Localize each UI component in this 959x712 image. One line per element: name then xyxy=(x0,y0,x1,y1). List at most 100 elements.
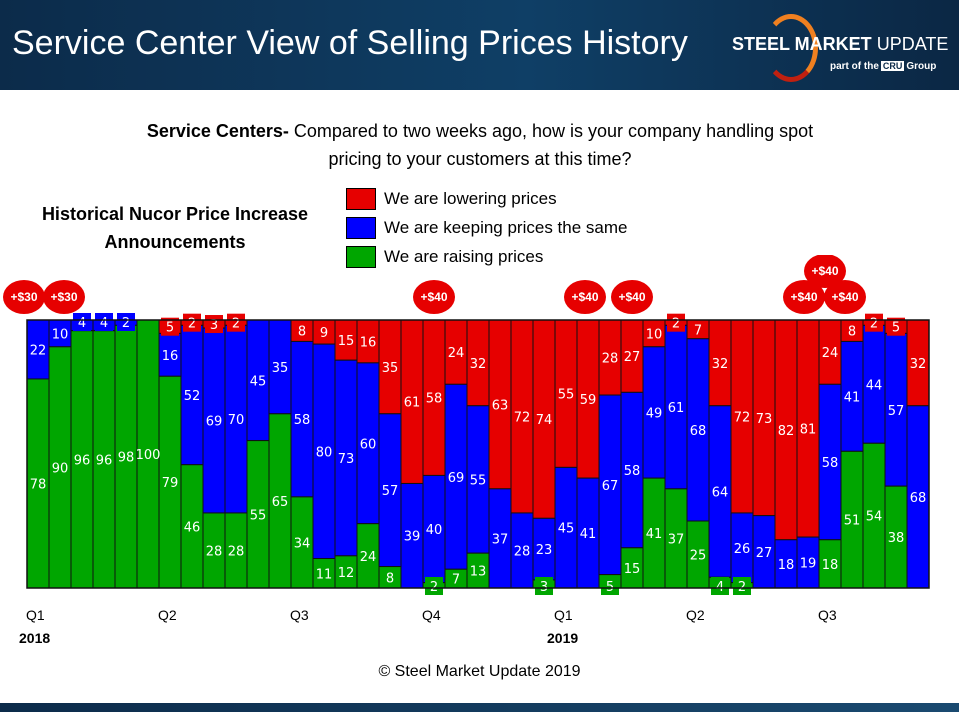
price-increase-label: +$30 xyxy=(10,290,37,304)
data-label-box xyxy=(667,313,685,332)
data-label: 57 xyxy=(888,404,905,419)
data-label: 28 xyxy=(206,544,223,559)
data-label: 57 xyxy=(382,484,399,499)
data-label: 18 xyxy=(822,558,839,573)
data-label: 26 xyxy=(734,542,751,557)
data-label: 37 xyxy=(668,532,685,547)
price-increase-badge xyxy=(564,280,606,314)
data-label: 61 xyxy=(668,401,685,416)
data-label: 45 xyxy=(558,522,575,537)
data-label: 51 xyxy=(844,514,861,529)
data-label: 19 xyxy=(800,557,817,572)
price-increase-badge xyxy=(824,280,866,314)
nucor-label: Historical Nucor Price Increase Announce… xyxy=(41,204,309,252)
legend-item-raising: We are raising prices xyxy=(346,242,627,271)
data-label: 35 xyxy=(272,361,289,376)
data-label: 41 xyxy=(844,390,861,405)
data-label: 27 xyxy=(624,350,641,365)
data-label: 46 xyxy=(184,520,201,535)
data-label: 58 xyxy=(624,464,641,479)
data-label: 12 xyxy=(338,566,355,581)
data-label: 38 xyxy=(888,531,905,546)
price-increase-label: +$40 xyxy=(790,290,817,304)
price-increase-badge xyxy=(783,280,825,314)
data-label: 69 xyxy=(448,471,465,486)
data-label: 39 xyxy=(404,530,421,545)
price-increase-badge xyxy=(611,280,653,314)
data-label: 3 xyxy=(210,318,218,333)
data-label: 98 xyxy=(118,451,135,466)
logo-text: STEEL MARKET UPDATE xyxy=(732,34,948,55)
price-increase-badge xyxy=(413,280,455,314)
data-label: 79 xyxy=(162,476,179,491)
quarter-tick-label: Q2 xyxy=(158,607,177,623)
data-label: 2 xyxy=(188,317,196,332)
price-increase-label: +$40 xyxy=(618,290,645,304)
data-label: 16 xyxy=(162,349,179,364)
data-label: 45 xyxy=(250,374,267,389)
legend-swatch-green xyxy=(346,245,376,268)
quarter-tick-label: Q3 xyxy=(290,607,309,623)
price-increase-badge xyxy=(43,280,85,314)
data-label: 18 xyxy=(778,558,795,573)
copyright: © Steel Market Update 2019 xyxy=(378,663,581,680)
price-increase-label: +$40 xyxy=(831,290,858,304)
data-label: 100 xyxy=(136,448,161,463)
data-label-box xyxy=(161,317,179,336)
data-label-box xyxy=(95,313,113,331)
data-label: 37 xyxy=(492,532,509,547)
data-label: 44 xyxy=(866,378,883,393)
quarter-tick-label: Q4 xyxy=(422,607,441,623)
data-label: 8 xyxy=(848,325,856,340)
data-label: 78 xyxy=(30,477,47,492)
data-label: 54 xyxy=(866,510,883,525)
data-label: 2 xyxy=(122,316,130,331)
data-label: 28 xyxy=(228,544,245,559)
quarter-tick-label: Q2 xyxy=(686,607,705,623)
legend-label: We are lowering prices xyxy=(384,188,557,208)
data-label: 58 xyxy=(822,456,839,471)
logo-arc-icon xyxy=(764,14,818,82)
data-label: 90 xyxy=(52,461,69,476)
data-label: 70 xyxy=(228,413,245,428)
data-label: 32 xyxy=(712,357,729,372)
data-label: 40 xyxy=(426,523,443,538)
data-label: 73 xyxy=(338,452,355,467)
data-label: 41 xyxy=(646,527,663,542)
data-label: 73 xyxy=(756,412,773,427)
logo-cru: CRU xyxy=(880,61,905,71)
data-label: 67 xyxy=(602,479,619,494)
data-label: 32 xyxy=(470,357,487,372)
data-label: 9 xyxy=(320,326,328,341)
data-label: 55 xyxy=(470,473,487,488)
survey-question: Service Centers- Compared to two weeks a… xyxy=(120,117,840,173)
data-label: 4 xyxy=(78,316,86,331)
data-label: 24 xyxy=(822,346,839,361)
footer-bar xyxy=(0,703,959,712)
data-label: 15 xyxy=(624,562,641,577)
data-label: 81 xyxy=(800,423,817,438)
price-increase-label: +$40 xyxy=(811,264,838,278)
data-label-box xyxy=(73,313,91,331)
logo-text-light: UPDATE xyxy=(876,34,949,54)
legend-label: We are keeping prices the same xyxy=(384,217,628,237)
legend: We are lowering prices We are keeping pr… xyxy=(346,184,627,271)
steel-market-update-logo: STEEL MARKET UPDATE part of the CRU Group xyxy=(730,12,955,82)
data-label: 8 xyxy=(298,325,306,340)
data-label: 13 xyxy=(470,565,487,580)
question-bold: Service Centers- xyxy=(146,121,289,141)
data-label: 23 xyxy=(536,543,553,558)
logo-text-bold: STEEL MARKET xyxy=(732,34,872,54)
question-text: Compared to two weeks ago, how is your c… xyxy=(288,121,814,169)
data-label: 16 xyxy=(360,335,377,350)
logo-sub-pre: part of the xyxy=(830,61,879,72)
data-label: 96 xyxy=(96,453,113,468)
price-increase-label: +$40 xyxy=(420,290,447,304)
data-label: 58 xyxy=(294,413,311,428)
data-label: 2 xyxy=(232,317,240,332)
data-label: 41 xyxy=(580,527,597,542)
data-label-box xyxy=(887,317,905,336)
data-label: 24 xyxy=(360,550,377,565)
data-label: 15 xyxy=(338,334,355,349)
data-label: 28 xyxy=(602,352,619,367)
